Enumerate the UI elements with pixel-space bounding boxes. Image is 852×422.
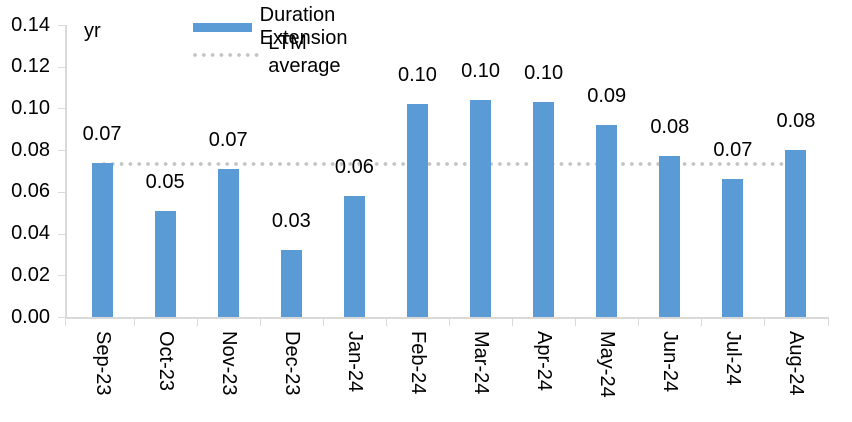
- bar-dec-23: [280, 250, 302, 317]
- y-axis-tick: [58, 317, 65, 318]
- y-axis-tick: [58, 191, 65, 193]
- bar-oct-23: [154, 210, 176, 317]
- x-axis-label: Jan-24: [343, 331, 366, 393]
- bar-nov-23: [217, 168, 239, 317]
- bar-value-label: 0.07: [208, 128, 248, 151]
- bar-sep-23: [91, 162, 113, 317]
- x-axis-label: Oct-23: [154, 331, 177, 392]
- bar-value-label: 0.07: [713, 139, 753, 162]
- x-axis-label: May-24: [596, 331, 619, 398]
- bar-value-label: 0.10: [397, 64, 437, 87]
- bar-value-label: 0.10: [461, 60, 500, 83]
- bar-may-24: [596, 125, 618, 317]
- legend-label-ltm-average: LTM average: [268, 32, 341, 77]
- bar-mar-24: [470, 100, 492, 317]
- x-axis-tick: [764, 319, 766, 326]
- bar-apr-24: [533, 102, 555, 317]
- y-axis-unit-label: yr: [84, 20, 101, 42]
- x-axis-label: Sep-23: [91, 331, 114, 396]
- x-axis-label: Dec-23: [280, 331, 303, 396]
- x-axis-label: Apr-24: [533, 331, 556, 392]
- y-axis-tick-label: 0.04: [11, 222, 50, 245]
- x-axis-label: Jun-24: [659, 331, 682, 393]
- x-axis-label: Feb-24: [406, 331, 429, 395]
- y-axis-tick: [58, 25, 65, 26]
- bar-value-label: 0.10: [524, 62, 564, 85]
- bar-jul-24: [722, 179, 744, 317]
- x-axis-tick: [575, 319, 577, 326]
- y-axis-tick: [58, 275, 65, 277]
- legend-label-duration-extension: Duration Extension: [259, 4, 348, 49]
- y-axis-tick-label: 0.02: [11, 263, 50, 286]
- x-axis-tick: [638, 319, 640, 326]
- bar-value-label: 0.08: [776, 110, 816, 133]
- y-axis-line: [65, 25, 67, 317]
- bar-jan-24: [343, 196, 365, 317]
- bar-feb-24: [406, 104, 428, 317]
- y-axis-tick: [58, 233, 65, 235]
- x-axis-label: Jul-24: [722, 331, 745, 386]
- legend-item-duration-extension: Duration Extension: [193, 4, 375, 50]
- x-axis-tick: [827, 319, 829, 326]
- x-axis-line: [65, 317, 829, 319]
- x-axis-tick: [259, 319, 261, 326]
- x-axis-tick: [65, 319, 66, 326]
- y-axis-tick-label: 0.10: [11, 96, 50, 119]
- x-axis-label: Aug-24: [785, 331, 808, 396]
- y-axis-tick-label: 0.06: [11, 180, 50, 203]
- bar-aug-24: [785, 150, 807, 317]
- x-axis-tick: [449, 319, 450, 326]
- y-axis-tick: [58, 66, 65, 68]
- x-axis-tick: [512, 319, 514, 326]
- dotted-line-swatch: [193, 53, 261, 57]
- bar-value-label: 0.06: [334, 156, 374, 179]
- x-axis-tick: [385, 319, 387, 326]
- y-axis-tick-label: 0.12: [11, 55, 50, 78]
- legend-item-ltm-average: LTM average: [193, 32, 359, 78]
- y-axis-tick: [58, 108, 65, 110]
- x-axis-tick: [322, 319, 324, 326]
- x-axis-label: Nov-23: [217, 331, 240, 396]
- y-axis-tick-label: 0.14: [11, 13, 50, 36]
- x-axis-tick: [196, 319, 198, 326]
- x-axis-tick: [133, 319, 135, 326]
- bar-series-swatch: [193, 22, 252, 32]
- x-axis-label: Mar-24: [470, 331, 493, 395]
- bar-value-label: 0.07: [82, 122, 122, 145]
- bar-value-label: 0.09: [587, 85, 627, 108]
- x-axis-tick: [701, 319, 703, 326]
- bar-value-label: 0.03: [271, 210, 311, 233]
- y-axis-tick-label: 0.08: [11, 138, 50, 161]
- bar-value-label: 0.05: [145, 170, 185, 193]
- bar-jun-24: [659, 156, 681, 317]
- y-axis-tick: [58, 150, 65, 152]
- bar-value-label: 0.08: [650, 116, 690, 139]
- ltm-average-line: [102, 161, 796, 166]
- y-axis-tick-label: 0.00: [11, 305, 50, 328]
